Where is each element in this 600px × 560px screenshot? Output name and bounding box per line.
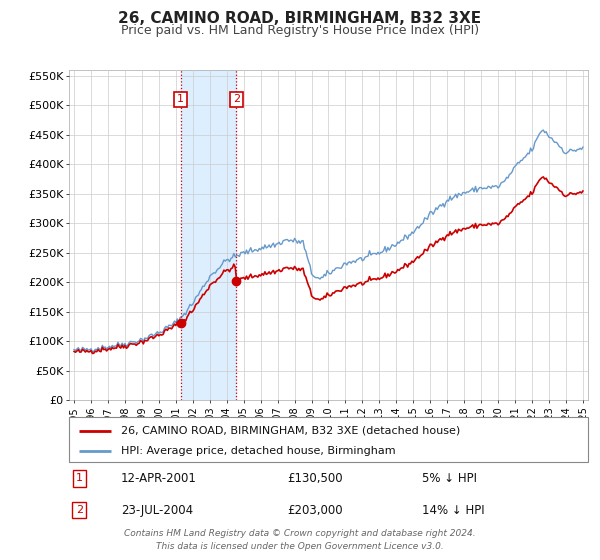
Text: 2: 2: [76, 505, 83, 515]
Bar: [181, 70, 236, 400]
Text: 5% ↓ HPI: 5% ↓ HPI: [422, 472, 477, 485]
Text: 1: 1: [177, 95, 184, 105]
Text: This data is licensed under the Open Government Licence v3.0.: This data is licensed under the Open Gov…: [156, 542, 444, 550]
Text: £130,500: £130,500: [287, 472, 343, 485]
Text: 2: 2: [233, 95, 240, 105]
Text: £203,000: £203,000: [287, 503, 343, 516]
Text: Contains HM Land Registry data © Crown copyright and database right 2024.: Contains HM Land Registry data © Crown c…: [124, 529, 476, 538]
Text: HPI: Average price, detached house, Birmingham: HPI: Average price, detached house, Birm…: [121, 446, 395, 456]
Text: 1: 1: [76, 473, 83, 483]
Text: 12-APR-2001: 12-APR-2001: [121, 472, 197, 485]
Text: Price paid vs. HM Land Registry's House Price Index (HPI): Price paid vs. HM Land Registry's House …: [121, 24, 479, 36]
Text: 26, CAMINO ROAD, BIRMINGHAM, B32 3XE: 26, CAMINO ROAD, BIRMINGHAM, B32 3XE: [118, 11, 482, 26]
Text: 14% ↓ HPI: 14% ↓ HPI: [422, 503, 485, 516]
Text: 23-JUL-2004: 23-JUL-2004: [121, 503, 193, 516]
Text: 26, CAMINO ROAD, BIRMINGHAM, B32 3XE (detached house): 26, CAMINO ROAD, BIRMINGHAM, B32 3XE (de…: [121, 426, 460, 436]
